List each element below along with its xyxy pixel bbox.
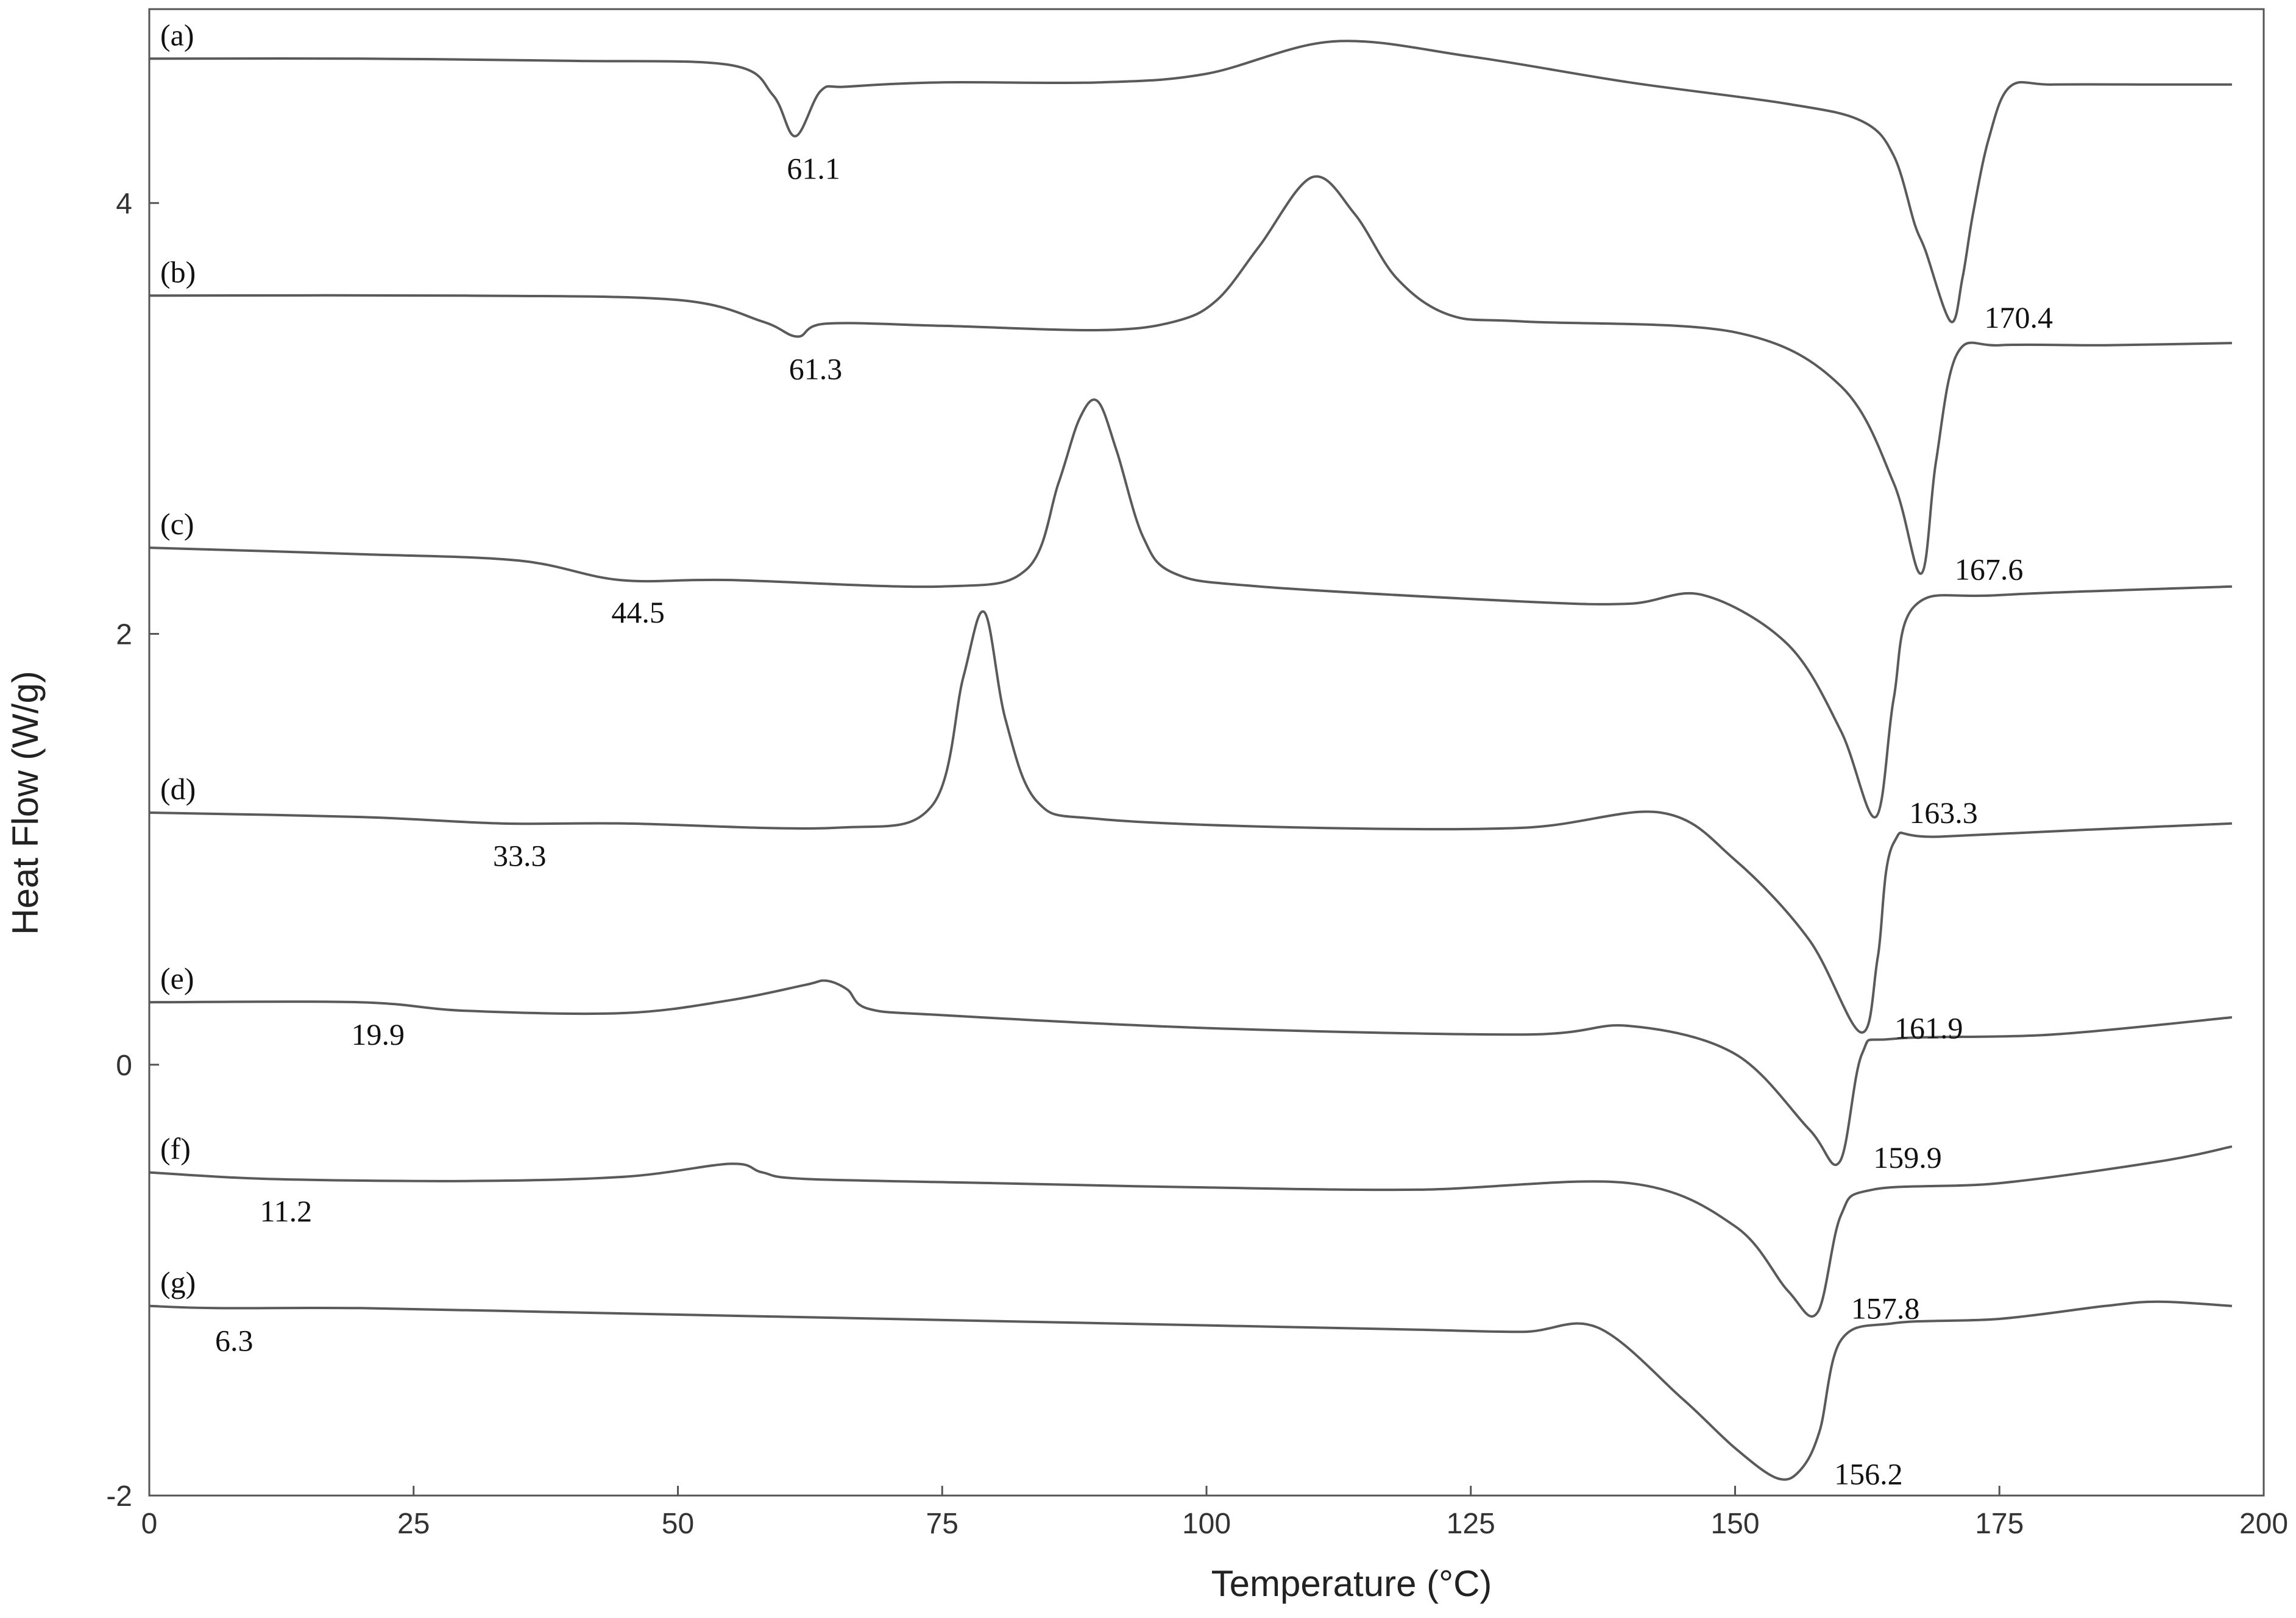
series-label: (b)	[160, 255, 196, 289]
x-axis-ticks: 0 25 50 75 100 125 150 175 200	[141, 1486, 2288, 1540]
x-tick-label: 25	[397, 1508, 430, 1540]
y-tick-label: 2	[116, 619, 132, 651]
y-tick-label: 0	[116, 1050, 132, 1082]
annotation-label: 33.3	[493, 839, 547, 873]
plot-frame	[148, 8, 2265, 1497]
series-line-6	[149, 1300, 2233, 1481]
series-layer: (a) (b) (c) (d) (e) (f) (g)	[149, 18, 2233, 1481]
x-tick-label: 175	[1975, 1508, 2024, 1540]
annotation-label: 6.3	[215, 1323, 253, 1357]
series-line-2	[149, 398, 2232, 819]
series-line-5	[149, 1145, 2233, 1318]
series-line-3	[149, 610, 2232, 1034]
annotation-layer: 61.1 170.4 61.3 167.6 44.5 163.3 33.3 161.9 19.9…	[215, 152, 2053, 1491]
annotation-label: 167.6	[1955, 552, 2024, 586]
annotation-label: 44.5	[611, 595, 665, 629]
series-label: (g)	[160, 1265, 196, 1299]
x-tick-label: 200	[2239, 1508, 2288, 1540]
annotation-label: 163.3	[1909, 796, 1978, 830]
series-label: (a)	[160, 18, 194, 52]
annotation-label: 19.9	[352, 1017, 405, 1051]
x-tick-label: 100	[1182, 1508, 1231, 1540]
series-label: (c)	[160, 507, 194, 541]
annotation-label: 159.9	[1873, 1140, 1942, 1175]
x-tick-label: 75	[926, 1508, 958, 1540]
annotation-label: 11.2	[260, 1194, 312, 1228]
y-axis-title: Heat Flow (W/g)	[5, 671, 46, 934]
annotation-label: 156.2	[1834, 1457, 1903, 1491]
x-tick-label: 125	[1447, 1508, 1495, 1540]
series-label: (d)	[160, 772, 196, 806]
x-tick-label: 150	[1710, 1508, 1759, 1540]
y-tick-label: 4	[116, 188, 132, 220]
x-axis-title: Temperature (°C)	[1211, 1563, 1492, 1604]
annotation-label: 170.4	[1984, 300, 2053, 334]
annotation-label: 161.9	[1894, 1011, 1963, 1045]
annotation-label: 157.8	[1851, 1291, 1920, 1325]
series-line-4	[149, 979, 2233, 1167]
x-tick-label: 50	[662, 1508, 694, 1540]
y-axis-ticks: -2 0 2 4	[106, 188, 159, 1513]
annotation-label: 61.3	[789, 352, 843, 386]
series-line-1	[149, 175, 2232, 575]
series-label: (e)	[160, 961, 194, 995]
annotation-label: 61.1	[787, 152, 840, 186]
x-tick-label: 0	[141, 1508, 158, 1540]
series-line-0	[149, 40, 2232, 323]
y-tick-label: -2	[106, 1480, 132, 1513]
series-label: (f)	[160, 1132, 191, 1166]
